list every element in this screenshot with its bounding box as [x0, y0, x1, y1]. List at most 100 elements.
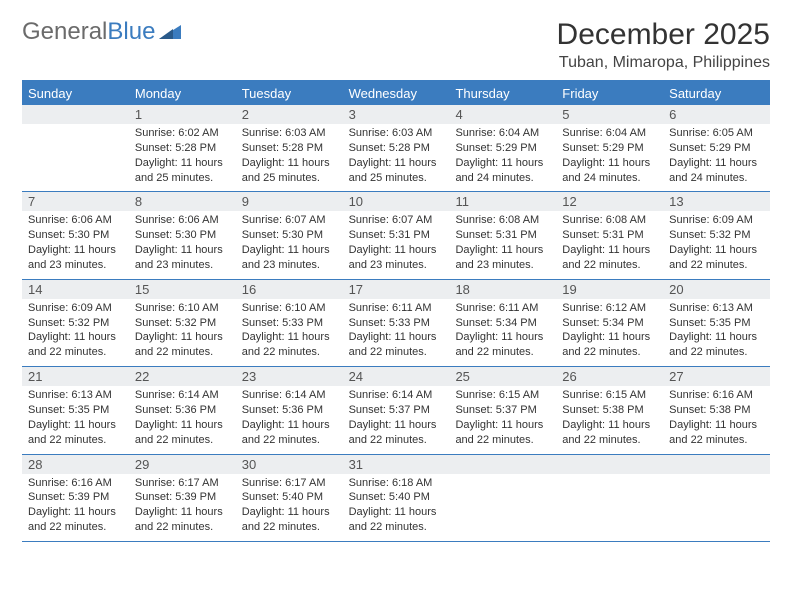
day-content: Sunrise: 6:15 AMSunset: 5:37 PMDaylight:… [449, 386, 556, 453]
daylight-line: Daylight: 11 hours and 22 minutes. [669, 330, 764, 360]
sunrise-line: Sunrise: 6:11 AM [455, 301, 550, 316]
day-content: Sunrise: 6:11 AMSunset: 5:33 PMDaylight:… [343, 299, 450, 366]
sunrise-line: Sunrise: 6:06 AM [135, 213, 230, 228]
sunrise-line: Sunrise: 6:13 AM [28, 388, 123, 403]
day-content: Sunrise: 6:16 AMSunset: 5:39 PMDaylight:… [22, 474, 129, 541]
day-number: 20 [663, 280, 770, 299]
daylight-line: Daylight: 11 hours and 22 minutes. [669, 243, 764, 273]
location: Tuban, Mimaropa, Philippines [557, 54, 770, 72]
week: 78910111213Sunrise: 6:06 AMSunset: 5:30 … [22, 192, 770, 279]
daylight-line: Daylight: 11 hours and 22 minutes. [455, 418, 550, 448]
day-content: Sunrise: 6:15 AMSunset: 5:38 PMDaylight:… [556, 386, 663, 453]
day-number: 2 [236, 105, 343, 124]
content-row: Sunrise: 6:02 AMSunset: 5:28 PMDaylight:… [22, 124, 770, 191]
day-content: Sunrise: 6:08 AMSunset: 5:31 PMDaylight:… [449, 211, 556, 278]
daylight-line: Daylight: 11 hours and 22 minutes. [242, 330, 337, 360]
day-content: Sunrise: 6:10 AMSunset: 5:32 PMDaylight:… [129, 299, 236, 366]
day-number [556, 455, 663, 474]
day-content: Sunrise: 6:13 AMSunset: 5:35 PMDaylight:… [663, 299, 770, 366]
day-content: Sunrise: 6:13 AMSunset: 5:35 PMDaylight:… [22, 386, 129, 453]
day-content [22, 124, 129, 191]
sunset-line: Sunset: 5:34 PM [562, 316, 657, 331]
sunset-line: Sunset: 5:29 PM [455, 141, 550, 156]
day-header: Friday [556, 82, 663, 105]
sunrise-line: Sunrise: 6:03 AM [242, 126, 337, 141]
week: 123456Sunrise: 6:02 AMSunset: 5:28 PMDay… [22, 105, 770, 192]
sunrise-line: Sunrise: 6:06 AM [28, 213, 123, 228]
sunset-line: Sunset: 5:29 PM [562, 141, 657, 156]
daylight-line: Daylight: 11 hours and 24 minutes. [669, 156, 764, 186]
calendar: SundayMondayTuesdayWednesdayThursdayFrid… [22, 80, 770, 542]
daynum-row: 14151617181920 [22, 280, 770, 299]
day-content: Sunrise: 6:14 AMSunset: 5:36 PMDaylight:… [129, 386, 236, 453]
day-number: 22 [129, 367, 236, 386]
content-row: Sunrise: 6:13 AMSunset: 5:35 PMDaylight:… [22, 386, 770, 453]
sunset-line: Sunset: 5:35 PM [28, 403, 123, 418]
day-header: Thursday [449, 82, 556, 105]
daynum-row: 21222324252627 [22, 367, 770, 386]
day-header: Wednesday [343, 82, 450, 105]
sunrise-line: Sunrise: 6:04 AM [455, 126, 550, 141]
daylight-line: Daylight: 11 hours and 22 minutes. [28, 330, 123, 360]
daylight-line: Daylight: 11 hours and 22 minutes. [455, 330, 550, 360]
sunset-line: Sunset: 5:33 PM [242, 316, 337, 331]
day-number [663, 455, 770, 474]
day-number: 10 [343, 192, 450, 211]
sunrise-line: Sunrise: 6:16 AM [669, 388, 764, 403]
day-number: 28 [22, 455, 129, 474]
day-content: Sunrise: 6:14 AMSunset: 5:36 PMDaylight:… [236, 386, 343, 453]
logo-part2: Blue [107, 18, 155, 45]
title-block: December 2025 Tuban, Mimaropa, Philippin… [557, 18, 770, 72]
day-content: Sunrise: 6:09 AMSunset: 5:32 PMDaylight:… [663, 211, 770, 278]
sunrise-line: Sunrise: 6:18 AM [349, 476, 444, 491]
sunset-line: Sunset: 5:37 PM [349, 403, 444, 418]
day-content: Sunrise: 6:02 AMSunset: 5:28 PMDaylight:… [129, 124, 236, 191]
day-number: 21 [22, 367, 129, 386]
daylight-line: Daylight: 11 hours and 24 minutes. [455, 156, 550, 186]
day-content: Sunrise: 6:06 AMSunset: 5:30 PMDaylight:… [129, 211, 236, 278]
sunrise-line: Sunrise: 6:09 AM [28, 301, 123, 316]
sunrise-line: Sunrise: 6:17 AM [135, 476, 230, 491]
day-content [663, 474, 770, 541]
day-content: Sunrise: 6:03 AMSunset: 5:28 PMDaylight:… [343, 124, 450, 191]
sunset-line: Sunset: 5:32 PM [28, 316, 123, 331]
day-content: Sunrise: 6:05 AMSunset: 5:29 PMDaylight:… [663, 124, 770, 191]
day-number: 7 [22, 192, 129, 211]
day-number: 5 [556, 105, 663, 124]
daylight-line: Daylight: 11 hours and 24 minutes. [562, 156, 657, 186]
logo-part1: General [22, 18, 107, 45]
sunrise-line: Sunrise: 6:17 AM [242, 476, 337, 491]
sunset-line: Sunset: 5:39 PM [135, 490, 230, 505]
week: 21222324252627Sunrise: 6:13 AMSunset: 5:… [22, 367, 770, 454]
day-header: Monday [129, 82, 236, 105]
header: GeneralBlue December 2025 Tuban, Mimarop… [22, 18, 770, 72]
day-content: Sunrise: 6:09 AMSunset: 5:32 PMDaylight:… [22, 299, 129, 366]
sunrise-line: Sunrise: 6:13 AM [669, 301, 764, 316]
daynum-row: 78910111213 [22, 192, 770, 211]
day-header: Tuesday [236, 82, 343, 105]
day-header: Sunday [22, 82, 129, 105]
daylight-line: Daylight: 11 hours and 22 minutes. [28, 418, 123, 448]
logo: GeneralBlue [22, 18, 181, 46]
day-content: Sunrise: 6:08 AMSunset: 5:31 PMDaylight:… [556, 211, 663, 278]
day-content: Sunrise: 6:16 AMSunset: 5:38 PMDaylight:… [663, 386, 770, 453]
daylight-line: Daylight: 11 hours and 22 minutes. [28, 505, 123, 535]
content-row: Sunrise: 6:09 AMSunset: 5:32 PMDaylight:… [22, 299, 770, 366]
day-content: Sunrise: 6:07 AMSunset: 5:31 PMDaylight:… [343, 211, 450, 278]
sunrise-line: Sunrise: 6:08 AM [455, 213, 550, 228]
daylight-line: Daylight: 11 hours and 22 minutes. [562, 243, 657, 273]
day-content: Sunrise: 6:07 AMSunset: 5:30 PMDaylight:… [236, 211, 343, 278]
sunrise-line: Sunrise: 6:07 AM [242, 213, 337, 228]
day-content: Sunrise: 6:14 AMSunset: 5:37 PMDaylight:… [343, 386, 450, 453]
daylight-line: Daylight: 11 hours and 25 minutes. [242, 156, 337, 186]
daylight-line: Daylight: 11 hours and 25 minutes. [349, 156, 444, 186]
day-content [449, 474, 556, 541]
day-number: 1 [129, 105, 236, 124]
day-number: 25 [449, 367, 556, 386]
sunset-line: Sunset: 5:37 PM [455, 403, 550, 418]
day-number: 11 [449, 192, 556, 211]
day-content: Sunrise: 6:18 AMSunset: 5:40 PMDaylight:… [343, 474, 450, 541]
day-number: 4 [449, 105, 556, 124]
day-number: 9 [236, 192, 343, 211]
sunset-line: Sunset: 5:28 PM [135, 141, 230, 156]
